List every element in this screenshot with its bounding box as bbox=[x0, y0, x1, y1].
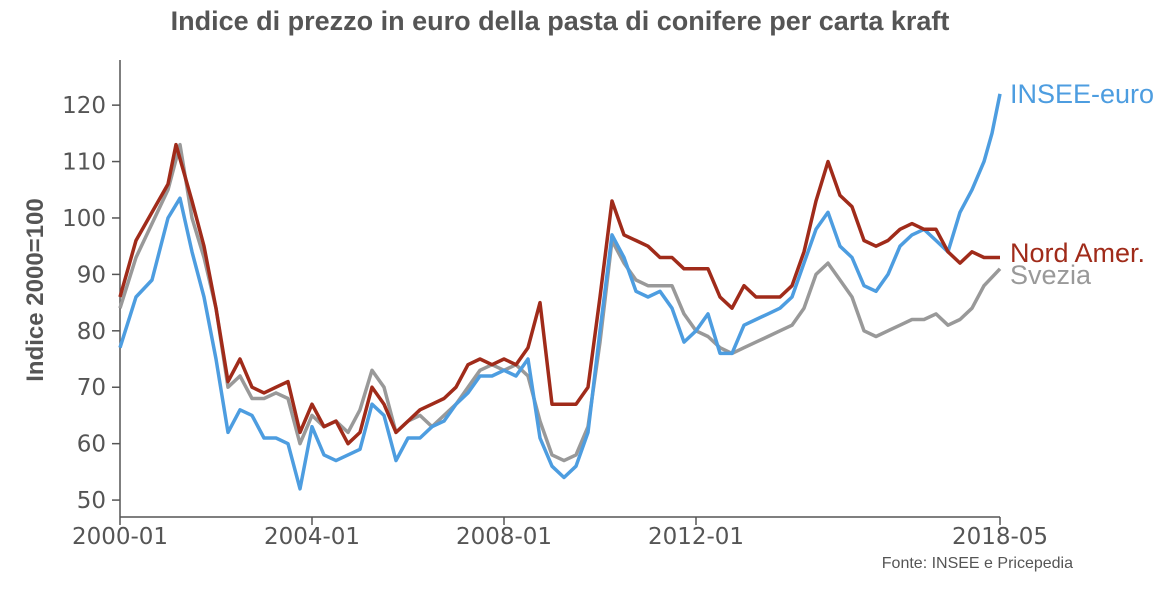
y-tick-label: 50 bbox=[77, 488, 106, 514]
y-tick-label: 110 bbox=[62, 150, 106, 176]
y-tick-label: 100 bbox=[62, 206, 106, 232]
x-tick-label: 2008-01 bbox=[456, 524, 552, 550]
series-label-svezia: Svezia bbox=[1010, 260, 1092, 290]
y-tick-label: 60 bbox=[77, 432, 106, 458]
series-lines bbox=[118, 93, 1002, 491]
x-tick-label: 2018-05 bbox=[952, 524, 1048, 550]
series-line-insee-euro bbox=[118, 93, 1002, 491]
y-tick-label: 70 bbox=[77, 375, 106, 401]
x-tick-label: 2004-01 bbox=[264, 524, 360, 550]
series-labels: Svezia INSEE-euro Nord Amer. bbox=[1010, 79, 1154, 290]
series-line-svezia bbox=[118, 142, 1002, 463]
y-tick-label: 90 bbox=[77, 262, 106, 288]
series-label-insee-euro: INSEE-euro bbox=[1010, 79, 1154, 109]
x-tick-label: 2000-01 bbox=[72, 524, 168, 550]
source-note: Fonte: INSEE e Pricepedia bbox=[881, 555, 1073, 572]
x-tick-label: 2012-01 bbox=[648, 524, 744, 550]
axes: 50 60 70 80 90 100 110 120 2000-01 2004-01 2008-01… bbox=[62, 60, 1048, 550]
y-tick-label: 80 bbox=[77, 319, 106, 345]
chart-title: Indice di prezzo in euro della pasta di … bbox=[170, 6, 950, 36]
series-label-nord-amer: Nord Amer. bbox=[1010, 238, 1145, 268]
y-tick-label: 120 bbox=[62, 93, 106, 119]
series-line-nord-amer bbox=[118, 142, 1000, 446]
